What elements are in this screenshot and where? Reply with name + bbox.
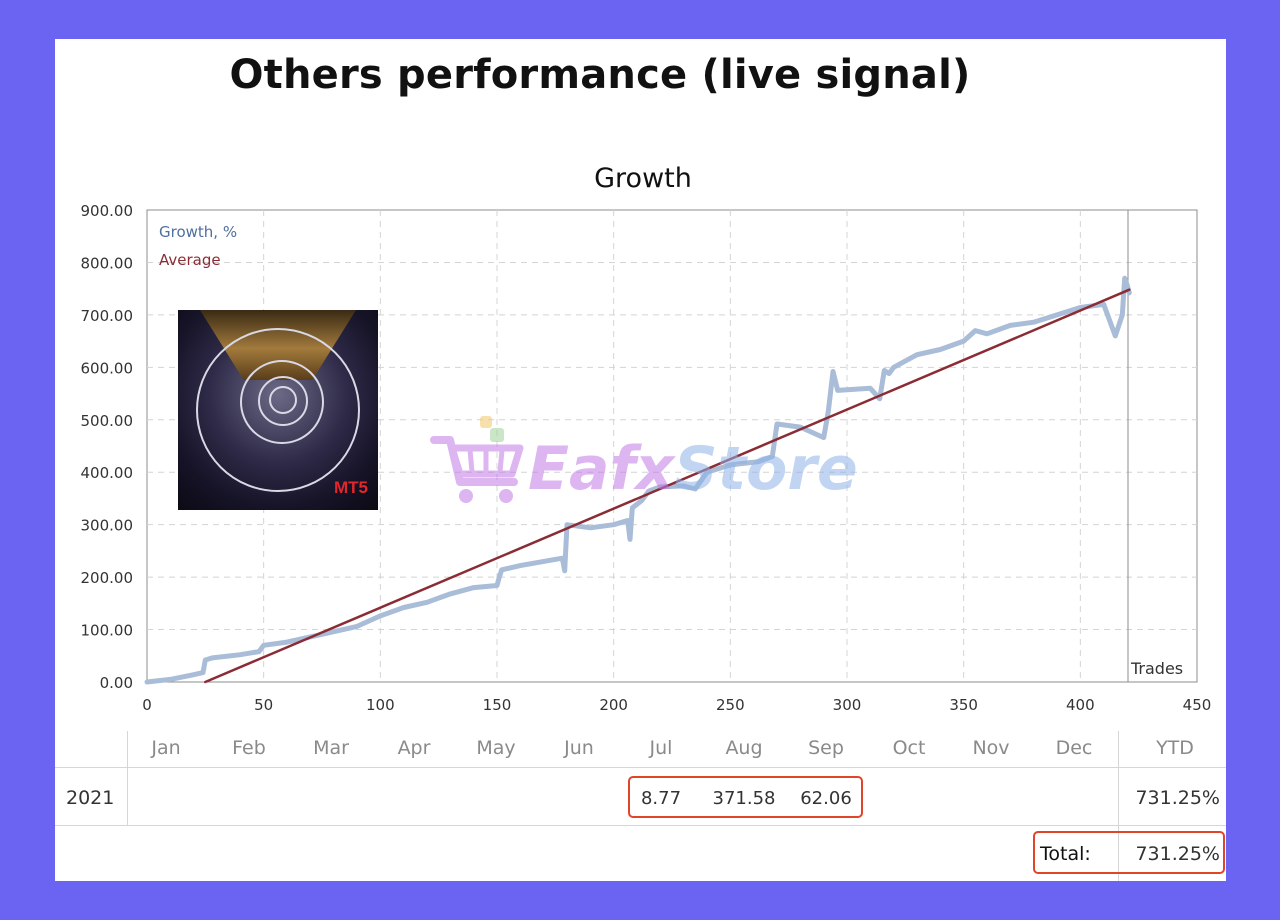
ytd-header: YTD xyxy=(1156,737,1194,759)
y-tick-label: 500.00 xyxy=(81,412,134,430)
x-tick-label: 150 xyxy=(483,696,512,714)
month-header: Jun xyxy=(564,737,594,759)
x-tick-label: 450 xyxy=(1183,696,1212,714)
year-cell: 2021 xyxy=(66,787,115,809)
month-header: Apr xyxy=(397,737,431,759)
y-tick-label: 200.00 xyxy=(81,569,134,587)
mt5-badge: MT5 xyxy=(334,478,368,497)
legend-entry: Average xyxy=(159,251,221,269)
y-tick-label: 600.00 xyxy=(81,359,134,377)
y-tick-label: 300.00 xyxy=(81,517,134,535)
x-tick-label: 300 xyxy=(833,696,862,714)
month-header: Oct xyxy=(892,737,926,759)
highlight-box xyxy=(628,776,863,818)
tunnel-ring-graphic xyxy=(196,328,360,492)
average-series-line xyxy=(204,288,1131,684)
y-tick-label: 700.00 xyxy=(81,307,134,325)
total-value: 731.25% xyxy=(1135,843,1220,865)
legend-entry: Growth, % xyxy=(159,223,237,241)
x-tick-label: 350 xyxy=(949,696,978,714)
cart-icon xyxy=(430,416,524,503)
page-title: Others performance (live signal) xyxy=(229,52,971,98)
table-divider xyxy=(55,825,1226,826)
chart-title: Growth xyxy=(594,163,692,194)
watermark: EafxStore xyxy=(430,412,858,512)
month-header: Aug xyxy=(725,737,763,759)
table-divider xyxy=(127,731,128,825)
y-tick-label: 100.00 xyxy=(81,622,134,640)
month-value-cell: 62.06 xyxy=(800,788,852,809)
ytd-value-cell: 731.25% xyxy=(1135,787,1220,809)
x-tick-label: 100 xyxy=(366,696,395,714)
month-header: Mar xyxy=(313,737,349,759)
month-value-cell: 371.58 xyxy=(712,788,776,809)
tunnel-ring-graphic xyxy=(240,360,324,444)
y-tick-label: 0.00 xyxy=(100,674,133,692)
month-header: Jan xyxy=(151,737,181,759)
tunnel-ring-graphic xyxy=(269,386,297,414)
x-tick-label: 200 xyxy=(599,696,628,714)
x-tick-label: 250 xyxy=(716,696,745,714)
month-header: Feb xyxy=(232,737,266,759)
growth-series-line xyxy=(144,275,1132,685)
month-header: Dec xyxy=(1055,737,1093,759)
month-header: Nov xyxy=(972,737,1010,759)
total-label: Total: xyxy=(1040,843,1091,865)
month-header: Sep xyxy=(808,737,844,759)
month-header: May xyxy=(476,737,516,759)
y-tick-label: 400.00 xyxy=(81,464,134,482)
watermark-brand-suffix: Store xyxy=(674,434,858,504)
x-tick-label: 50 xyxy=(254,696,273,714)
y-tick-label: 900.00 xyxy=(81,202,134,220)
x-tick-label: 400 xyxy=(1066,696,1095,714)
trades-label: Trades xyxy=(1130,659,1183,678)
table-divider xyxy=(1118,731,1119,881)
tunnel-ring-graphic xyxy=(258,376,308,426)
x-tick-label: 0 xyxy=(142,696,152,714)
y-tick-label: 800.00 xyxy=(81,254,134,272)
table-divider xyxy=(55,767,1226,768)
product-thumbnail: MT5 xyxy=(178,310,378,510)
month-value-cell: 8.77 xyxy=(640,788,682,809)
watermark-brand: Eafx xyxy=(528,434,675,504)
highlight-box xyxy=(1033,831,1225,874)
month-header: Jul xyxy=(649,737,673,759)
